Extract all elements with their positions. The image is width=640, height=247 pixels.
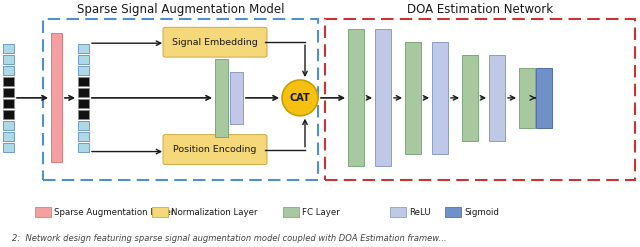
- Bar: [3, 55, 14, 64]
- Bar: [78, 110, 89, 119]
- Bar: [432, 42, 448, 154]
- Bar: [3, 66, 14, 75]
- Bar: [3, 121, 14, 130]
- Bar: [462, 55, 478, 141]
- Bar: [3, 99, 14, 108]
- Bar: [152, 207, 168, 217]
- Bar: [78, 88, 89, 97]
- Bar: [390, 207, 406, 217]
- Ellipse shape: [282, 80, 318, 116]
- Bar: [43, 19, 318, 180]
- Bar: [78, 132, 89, 141]
- Bar: [283, 207, 299, 217]
- FancyBboxPatch shape: [163, 135, 267, 165]
- Bar: [78, 77, 89, 86]
- Bar: [325, 19, 635, 180]
- Text: CAT: CAT: [290, 93, 310, 103]
- Bar: [519, 68, 535, 128]
- Bar: [489, 55, 505, 141]
- Bar: [445, 207, 461, 217]
- FancyBboxPatch shape: [163, 27, 267, 57]
- Bar: [348, 29, 364, 166]
- Text: ReLU: ReLU: [409, 208, 431, 217]
- Bar: [405, 42, 421, 154]
- Bar: [78, 66, 89, 75]
- Bar: [51, 33, 62, 163]
- Text: Sigmoid: Sigmoid: [464, 208, 499, 217]
- Bar: [35, 207, 51, 217]
- Bar: [215, 59, 228, 137]
- Bar: [78, 44, 89, 53]
- Bar: [536, 68, 552, 128]
- Bar: [3, 44, 14, 53]
- Text: DOA Estimation Network: DOA Estimation Network: [407, 3, 553, 16]
- Bar: [78, 99, 89, 108]
- Bar: [3, 143, 14, 152]
- Bar: [78, 121, 89, 130]
- Bar: [3, 88, 14, 97]
- Bar: [3, 77, 14, 86]
- Bar: [78, 143, 89, 152]
- Bar: [78, 55, 89, 64]
- Bar: [230, 72, 243, 124]
- Text: FC Layer: FC Layer: [302, 208, 340, 217]
- Text: Sparse Augmentation Layer: Sparse Augmentation Layer: [54, 208, 174, 217]
- Text: Normalization Layer: Normalization Layer: [171, 208, 257, 217]
- Text: Position Encoding: Position Encoding: [173, 145, 257, 154]
- Text: Sparse Signal Augmentation Model: Sparse Signal Augmentation Model: [77, 3, 284, 16]
- Text: 2:  Network design featuring sparse signal augmentation model coupled with DOA E: 2: Network design featuring sparse signa…: [12, 234, 447, 243]
- Text: Signal Embedding: Signal Embedding: [172, 38, 258, 47]
- Bar: [3, 110, 14, 119]
- Bar: [3, 132, 14, 141]
- Bar: [375, 29, 391, 166]
